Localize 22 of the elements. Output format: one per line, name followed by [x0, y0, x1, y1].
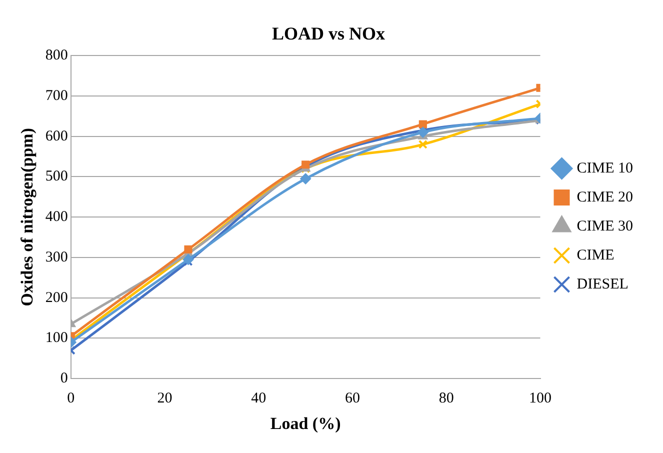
legend-label: DIESEL — [576, 276, 628, 292]
chart-title: LOAD vs NOx — [272, 23, 386, 44]
x-tick-label: 80 — [438, 390, 454, 407]
x-tick-label: 100 — [529, 390, 552, 407]
x-tick-label: 60 — [345, 390, 360, 407]
y-tick-label: 500 — [45, 168, 68, 185]
y-tick-label: 0 — [60, 370, 68, 387]
y-tick-label: 200 — [45, 290, 68, 306]
y-tick-label: 700 — [45, 88, 68, 104]
y-tick-label: 100 — [45, 330, 68, 346]
x-axis-title: Load (%) — [270, 414, 341, 434]
y-tick-label: 600 — [45, 128, 68, 144]
y-tick-label: 300 — [45, 249, 68, 266]
x-tick-label: 20 — [157, 390, 172, 407]
legend-label: CIME — [576, 247, 614, 264]
y-axis-title: Oxides of nitrogen(ppm) — [18, 128, 37, 306]
x-tick-label: 40 — [251, 390, 266, 407]
y-tick-label: 800 — [45, 48, 68, 64]
legend-label: CIME 30 — [576, 218, 633, 234]
legend-label: CIME 10 — [576, 160, 633, 176]
y-tick-label: 400 — [45, 209, 68, 226]
legend-label: CIME 20 — [576, 189, 633, 206]
